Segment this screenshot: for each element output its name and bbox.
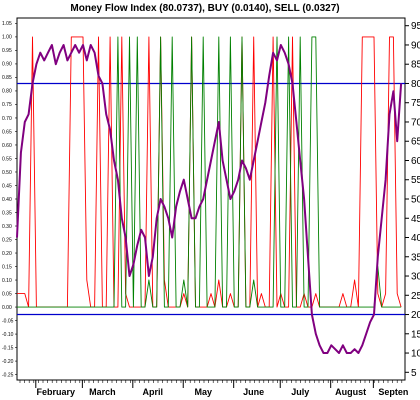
left-tick-label: 0.60 — [2, 143, 12, 149]
right-tick-label: 80 — [411, 79, 420, 90]
left-tick-label: 0.55 — [2, 156, 12, 162]
left-tick-label: 0.10 — [2, 278, 12, 284]
left-tick-label: 0.50 — [2, 170, 12, 176]
reference-lines — [17, 82, 405, 316]
x-axis: February March April May June July August Septe… — [19, 380, 408, 397]
left-tick-label: 0.00 — [2, 305, 12, 311]
left-tick-label: 0.85 — [2, 75, 12, 81]
right-tick-label: 60 — [411, 156, 420, 167]
left-tick-label: -0.05 — [2, 318, 14, 324]
left-tick-label: 0.25 — [2, 237, 12, 243]
left-tick-label: 0.35 — [2, 210, 12, 216]
right-tick-label: 35 — [411, 252, 420, 263]
right-tick-label: 30 — [411, 272, 420, 283]
x-tick-label: June — [243, 387, 264, 397]
left-tick-label: -0.20 — [2, 359, 14, 365]
left-tick-label: -0.10 — [2, 332, 14, 338]
chart-title: Money Flow Index (80.0737), BUY (0.0140)… — [70, 3, 339, 14]
x-tick-label: Septen — [378, 387, 408, 397]
right-tick-label: 15 — [411, 329, 420, 340]
x-tick-label: March — [89, 387, 116, 397]
left-tick-label: 0.95 — [2, 48, 12, 54]
left-tick-label: -0.25 — [2, 372, 14, 378]
right-axis: 5 10 15 20 25 30 35 40 45 50 55 60 65 70 75 80 85 90 95 — [405, 21, 420, 379]
plot-area — [16, 17, 406, 381]
left-tick-label: 0.05 — [2, 291, 12, 297]
series-line-mfi — [16, 44, 403, 354]
left-tick-label: -0.15 — [2, 345, 14, 351]
left-tick-label: 0.70 — [2, 116, 12, 122]
right-tick-label: 50 — [411, 195, 420, 206]
left-tick-label: 0.90 — [2, 62, 12, 68]
left-axis: 1.05 1.00 0.95 0.90 0.85 0.80 0.75 0.70 0.65 0.60… — [2, 21, 17, 378]
right-tick-label: 95 — [411, 21, 420, 32]
right-tick-label: 70 — [411, 117, 420, 128]
right-tick-label: 75 — [411, 98, 420, 109]
x-tick-label: August — [335, 387, 366, 397]
left-tick-label: 0.75 — [2, 102, 12, 108]
left-tick-label: 1.00 — [2, 35, 12, 41]
x-tick-label: April — [143, 387, 164, 397]
left-tick-label: 0.45 — [2, 183, 12, 189]
right-tick-label: 40 — [411, 233, 420, 244]
right-tick-label: 5 — [411, 368, 417, 379]
right-tick-label: 55 — [411, 175, 420, 186]
x-tick-label: July — [291, 387, 309, 397]
right-tick-label: 10 — [411, 349, 420, 360]
series-line-sell — [17, 36, 402, 308]
right-tick-label: 45 — [411, 214, 420, 225]
series-layer — [16, 36, 403, 354]
left-tick-label: 0.40 — [2, 197, 12, 203]
x-tick-label: May — [194, 387, 212, 397]
left-tick-label: 1.05 — [2, 21, 12, 27]
right-tick-label: 85 — [411, 60, 420, 71]
right-tick-label: 65 — [411, 137, 420, 148]
x-tick-label: February — [37, 387, 76, 397]
left-tick-label: 0.15 — [2, 264, 12, 270]
right-tick-label: 20 — [411, 310, 420, 321]
right-tick-label: 90 — [411, 40, 420, 51]
left-tick-label: 0.65 — [2, 129, 12, 135]
left-tick-label: 0.30 — [2, 224, 12, 230]
left-tick-label: 0.20 — [2, 251, 12, 257]
right-tick-label: 25 — [411, 291, 420, 302]
left-tick-label: 0.80 — [2, 89, 12, 95]
